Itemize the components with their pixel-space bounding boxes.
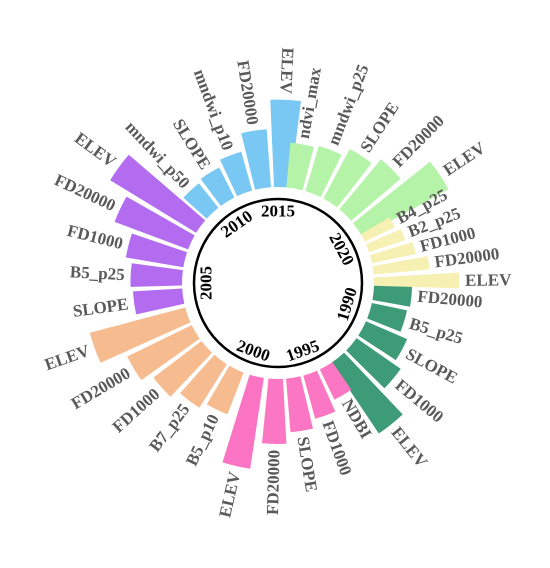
bar-2000-elev: [89, 307, 191, 363]
bar-2015-ndvi-max: [286, 142, 314, 191]
bar-label: FD20000: [263, 450, 284, 516]
bar-1995-fd20000: [262, 378, 287, 444]
bar-2020-fd1000: [369, 242, 416, 264]
bar-label: FD1000: [65, 221, 125, 253]
bar-label: FD1000: [109, 384, 164, 436]
bar-1995-slope: [286, 376, 313, 433]
bar-2020-b2-p25: [365, 229, 405, 253]
year-label-2020: 2020: [325, 230, 358, 269]
bar-label: B5_p25: [69, 262, 125, 284]
bar-2015-slope: [323, 149, 372, 208]
bar-2010-mndwi-p10: [220, 151, 253, 197]
bar-label: FD20000: [68, 364, 134, 414]
bar-2005-b5-p25: [130, 263, 183, 287]
year-label-2010: 2010: [217, 206, 256, 241]
bar-2000-fd1000: [153, 341, 212, 397]
bar-label: SLOPE: [72, 294, 130, 320]
bar-1990-fd20000: [372, 283, 413, 307]
bar-label: B7_p25: [145, 400, 193, 455]
bars-layer: [89, 99, 460, 469]
bar-label: ELEV: [71, 129, 120, 172]
bar-1995-fd1000: [303, 370, 336, 419]
year-label-2000: 2000: [234, 336, 272, 365]
bar-label: FD1000: [392, 376, 448, 427]
bar-2005-elev: [110, 154, 206, 233]
bar-label: ELEV: [215, 469, 244, 519]
bar-2005-slope: [133, 288, 185, 315]
year-label-1990: 1990: [333, 285, 361, 323]
bar-label: SLOPE: [356, 99, 402, 156]
year-label-2015: 2015: [261, 202, 295, 221]
bar-1990-elev: [331, 352, 403, 434]
bar-label: ELEV: [440, 138, 490, 180]
bar-2010-mndwi-p50: [183, 183, 219, 219]
bar-label: B5_p25: [407, 314, 465, 348]
bar-label: ELEV: [276, 47, 297, 95]
bar-2020-b4-p25: [360, 217, 395, 242]
bar-2005-fd20000: [114, 196, 195, 250]
bar-label: FD20000: [389, 111, 448, 171]
bar-2000-fd20000: [127, 325, 200, 381]
bar-2015-mndwi-p25: [305, 145, 342, 197]
year-label-1995: 1995: [283, 336, 321, 365]
bar-1995-ndbi: [319, 362, 352, 400]
bar-2010-slope: [200, 167, 235, 206]
year-labels-layer: 1990 1995 2000 2005 2010 2015 2020: [197, 202, 361, 366]
bar-1990-fd1000: [346, 338, 401, 389]
bar-label: FD1000: [318, 418, 355, 478]
bar-2005-fd1000: [125, 233, 188, 268]
bar-label: ELEV: [42, 341, 93, 375]
bar-2015-fd20000: [339, 159, 401, 221]
inner-ring: [192, 197, 364, 369]
bar-2000-b7-p25: [180, 354, 227, 408]
bar-2015-elev: [353, 161, 449, 237]
bar-2000-elev: [222, 374, 264, 469]
bar-label: FD20000: [233, 59, 262, 126]
bar-label: FD20000: [417, 287, 484, 312]
bar-label: FD20000: [52, 170, 119, 215]
bar-1990-b5-p25: [367, 303, 407, 332]
year-label-2005: 2005: [197, 266, 216, 300]
bar-2010-elev: [270, 99, 301, 188]
bar-label: B5_p10: [182, 411, 223, 469]
bar-2000-b5-p10: [206, 365, 244, 415]
bar-label: SLOPE: [293, 435, 321, 493]
bar-label: ELEV: [465, 270, 512, 290]
bar-2010-fd20000: [241, 129, 271, 190]
bar-1990-slope: [358, 321, 408, 361]
bar-label: ELEV: [387, 423, 431, 472]
bar-2020-elev: [373, 272, 460, 289]
bar-2020-fd20000: [372, 256, 430, 275]
